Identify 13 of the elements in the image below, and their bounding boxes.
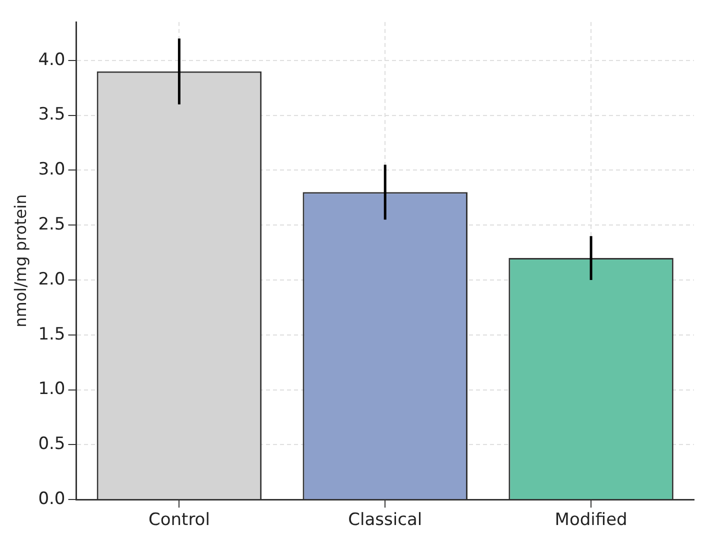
- y-tick-label: 2.5: [38, 214, 66, 235]
- y-tick-label: 0.5: [38, 434, 66, 454]
- x-tick-label: Control: [148, 510, 210, 530]
- x-tick-label: Modified: [554, 510, 628, 530]
- y-tick-label: 3.0: [38, 160, 66, 180]
- y-tick-label: 3.5: [38, 104, 66, 125]
- x-tick-label: Classical: [348, 510, 422, 530]
- y-tick-label: 1.5: [38, 324, 66, 344]
- y-tick-label: 0.0: [38, 489, 66, 510]
- y-tick-label: 4.0: [38, 50, 66, 70]
- y-tick-label: 2.0: [38, 269, 66, 290]
- y-axis-title: nmol/mg protein: [10, 194, 30, 328]
- y-tick-label: 1.0: [38, 379, 66, 400]
